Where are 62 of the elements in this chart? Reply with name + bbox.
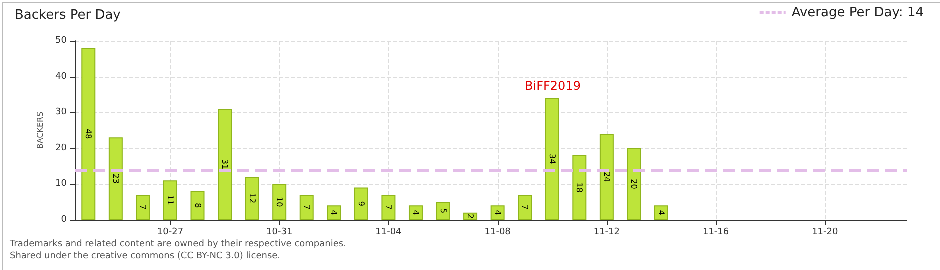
bar	[327, 206, 342, 220]
x-tick-label: 10-27	[157, 228, 184, 238]
data-label: 11	[166, 195, 175, 206]
data-label: 24	[602, 172, 612, 182]
bar	[408, 206, 423, 220]
text: Shared under the creative commons (CC BY-NC 3.0) license.	[10, 252, 281, 262]
data-label: 23	[111, 174, 120, 184]
bar	[272, 184, 287, 220]
bar	[108, 138, 123, 220]
bar	[300, 194, 314, 220]
bar	[572, 156, 587, 220]
bar	[490, 206, 505, 220]
data-label: 34	[548, 154, 557, 164]
bar	[218, 109, 232, 220]
bar	[82, 48, 96, 220]
data-label: 4	[411, 210, 420, 216]
bar	[136, 194, 150, 220]
bar	[654, 206, 668, 220]
x-tick-label: 11-16	[702, 228, 730, 238]
y-tick-label: 20	[56, 143, 68, 154]
data-label: 5	[438, 208, 448, 214]
text: Trademarks and related content are owned by their respective companies.	[9, 240, 346, 250]
data-label: 20	[630, 179, 639, 190]
bar	[354, 188, 368, 220]
data-label: 7	[302, 204, 312, 210]
data-label: 10	[275, 197, 284, 208]
data-label: 4	[330, 210, 339, 216]
y-tick-label: 40	[56, 72, 68, 82]
bar	[600, 134, 614, 220]
data-label: 48	[84, 128, 94, 140]
data-label: 7	[138, 204, 148, 210]
data-label: 4	[656, 210, 666, 216]
data-label: 12	[248, 193, 257, 204]
annotation: BiFF2019	[525, 79, 581, 93]
bar	[190, 191, 205, 220]
y-axis-title: BACKERS	[36, 112, 46, 150]
data-label: 8	[193, 203, 202, 208]
bar	[627, 148, 642, 220]
x-tick-label: 11-12	[594, 228, 620, 238]
y-tick-label: 50	[56, 36, 68, 46]
legend-label: Average Per Day: 14	[792, 6, 924, 20]
y-tick-label: 0	[61, 215, 68, 225]
bar	[163, 180, 178, 220]
x-tick-label: 11-20	[812, 228, 839, 238]
data-label: 18	[575, 182, 584, 193]
bar	[545, 98, 560, 220]
data-label: 4	[493, 210, 502, 216]
bar	[382, 194, 396, 220]
bar	[436, 202, 450, 220]
data-label: 7	[384, 204, 394, 210]
y-tick-label: 10	[56, 179, 68, 190]
data-label: 2	[466, 214, 476, 219]
chart-title: Backers Per Day	[15, 8, 122, 23]
bar	[245, 177, 260, 220]
x-tick-label: 10-31	[266, 228, 293, 238]
x-tick-label: 11-04	[376, 228, 402, 238]
x-tick-label: 11-08	[484, 228, 512, 238]
data-label: 31	[220, 159, 230, 170]
data-label: 7	[520, 204, 530, 210]
y-tick-label: 30	[56, 108, 68, 118]
bar	[518, 194, 532, 220]
data-label: 9	[356, 201, 366, 206]
